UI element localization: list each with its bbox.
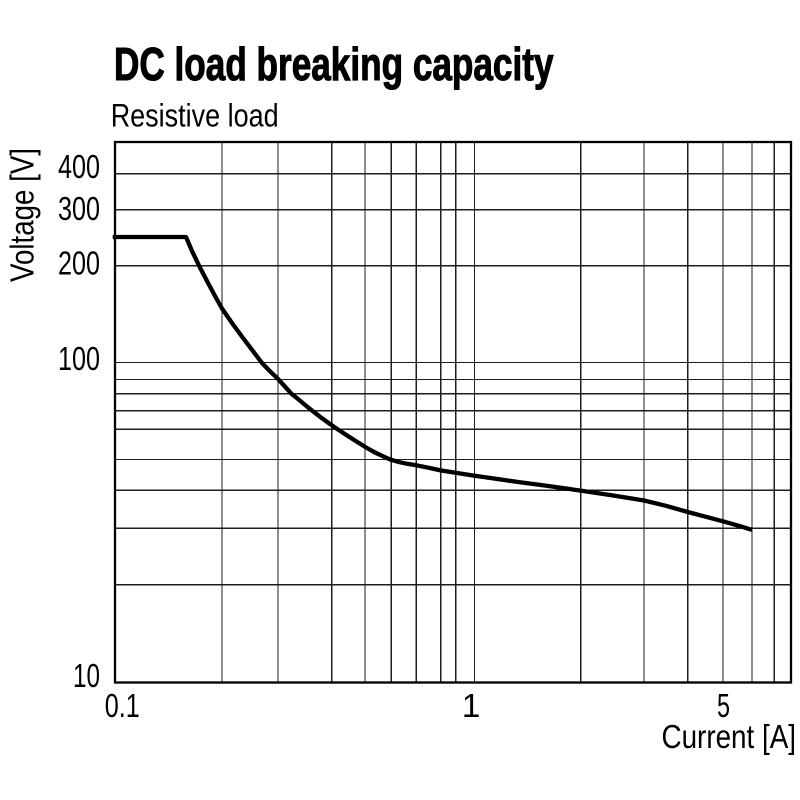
svg-text:1: 1 — [462, 687, 480, 724]
svg-text:10: 10 — [73, 657, 100, 694]
svg-text:100: 100 — [58, 340, 100, 377]
svg-text:Voltage [V]: Voltage [V] — [4, 148, 41, 282]
svg-text:400: 400 — [58, 148, 100, 185]
svg-text:0.1: 0.1 — [105, 687, 140, 724]
svg-text:300: 300 — [58, 190, 100, 227]
svg-text:200: 200 — [58, 245, 100, 282]
svg-text:5: 5 — [717, 687, 730, 724]
svg-text:Resistive load: Resistive load — [111, 97, 279, 133]
svg-text:Current [A]: Current [A] — [662, 718, 797, 755]
svg-text:DC load breaking capacity: DC load breaking capacity — [114, 38, 554, 90]
